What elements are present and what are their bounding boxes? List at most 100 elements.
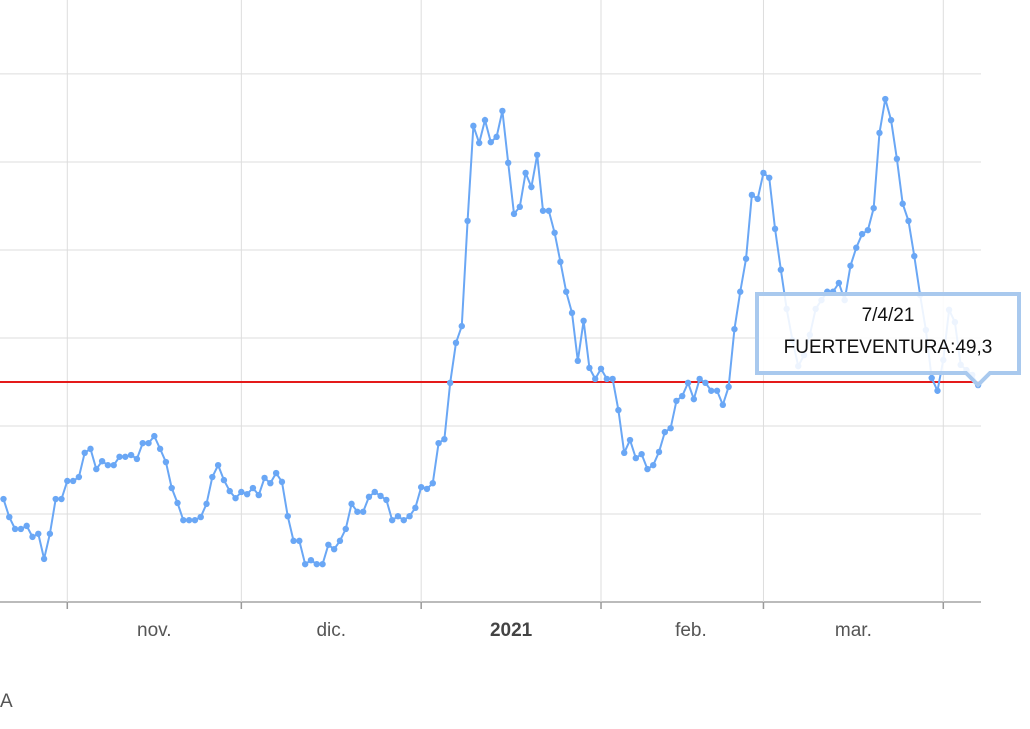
point: [522, 169, 529, 177]
point: [725, 383, 732, 391]
point: [58, 495, 65, 503]
tooltip-text: FUERTEVENTURA:49,3: [784, 337, 993, 358]
point: [574, 357, 582, 365]
point: [145, 439, 152, 447]
x-tick-label: nov.: [137, 620, 172, 641]
point: [441, 435, 448, 443]
point: [458, 322, 465, 330]
point: [452, 339, 460, 347]
point: [777, 266, 785, 273]
point: [127, 451, 135, 459]
point: [133, 455, 141, 463]
point: [899, 200, 906, 207]
point: [400, 516, 407, 524]
point: [11, 525, 19, 533]
point: [493, 133, 500, 141]
point: [876, 129, 883, 137]
point: [313, 560, 320, 568]
point: [893, 155, 901, 163]
point: [742, 255, 750, 262]
point: [615, 406, 622, 414]
point: [905, 217, 912, 225]
point: [516, 203, 523, 211]
x-tick-label: dic.: [316, 620, 346, 641]
point: [209, 473, 216, 481]
point: [191, 516, 199, 524]
point: [325, 541, 332, 548]
point: [563, 288, 570, 295]
point: [713, 387, 721, 394]
point: [528, 183, 535, 191]
point: [609, 375, 616, 383]
point: [29, 533, 36, 541]
point: [673, 397, 680, 405]
point: [534, 151, 541, 159]
point: [702, 379, 709, 387]
point: [644, 465, 651, 473]
point: [394, 512, 402, 520]
point: [46, 530, 54, 537]
point: [423, 485, 431, 493]
point: [238, 488, 245, 496]
point: [35, 530, 42, 537]
point: [638, 450, 645, 458]
point: [383, 496, 390, 504]
point: [371, 488, 378, 496]
point: [568, 309, 576, 317]
point: [551, 229, 558, 236]
point: [243, 490, 251, 498]
point: [684, 379, 692, 387]
point: [354, 508, 361, 515]
tooltip-title: 7/4/21: [862, 305, 915, 326]
point: [278, 478, 286, 486]
point: [185, 516, 193, 524]
point: [632, 454, 640, 462]
tooltip-box: [755, 292, 1021, 388]
point: [586, 364, 593, 372]
x-tick-label: mar.: [835, 620, 872, 641]
point: [330, 545, 338, 553]
point: [319, 560, 326, 568]
point: [417, 483, 425, 491]
point: [64, 477, 71, 485]
point: [220, 476, 228, 484]
point: [592, 375, 599, 383]
point: [475, 139, 483, 147]
point: [853, 244, 860, 251]
point: [162, 458, 170, 466]
point: [539, 207, 547, 214]
point: [650, 461, 657, 469]
point: [203, 500, 210, 508]
point: [388, 516, 396, 524]
point: [174, 499, 181, 507]
point: [52, 495, 59, 503]
point: [116, 453, 123, 460]
point: [911, 252, 918, 260]
point: [87, 445, 94, 453]
point: [0, 495, 7, 503]
point: [249, 484, 257, 492]
point: [481, 116, 489, 124]
point: [290, 537, 297, 545]
point: [272, 469, 280, 477]
point: [267, 479, 274, 487]
point: [597, 365, 605, 372]
point: [93, 465, 100, 473]
point: [771, 225, 779, 233]
point: [545, 207, 553, 214]
point: [6, 513, 13, 521]
plot: [0, 95, 982, 568]
x-tick-label: feb.: [675, 620, 707, 641]
point: [81, 449, 88, 457]
point: [412, 504, 419, 512]
point: [226, 487, 233, 495]
point: [754, 195, 761, 203]
point: [557, 258, 564, 266]
point: [284, 512, 291, 520]
point: [580, 317, 587, 325]
point: [870, 204, 877, 212]
point: [847, 262, 854, 269]
point: [487, 138, 494, 146]
point: [197, 513, 204, 521]
